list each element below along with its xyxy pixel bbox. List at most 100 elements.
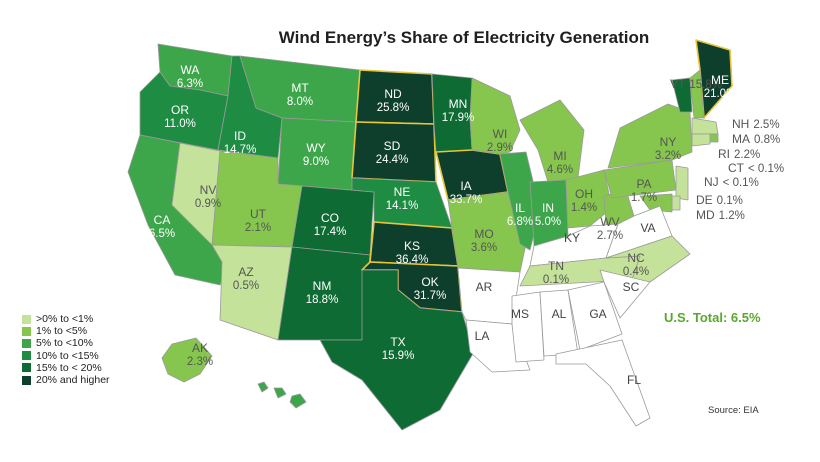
- state-code: TN: [548, 259, 564, 273]
- state-label-pa: PA 1.7%: [631, 177, 657, 204]
- state-label-ks: KS 36.4%: [396, 239, 429, 266]
- state-code: CT: [728, 161, 745, 175]
- state-label-wy: WY 9.0%: [303, 141, 329, 168]
- state-ct: [691, 133, 711, 147]
- state-code: VA: [640, 221, 655, 235]
- state-code: WA: [181, 63, 200, 77]
- state-code: ME: [711, 73, 729, 87]
- state-value: 17.4%: [314, 226, 347, 238]
- state-value: 33.7%: [450, 194, 483, 206]
- legend: >0% to <1% 1% to <5% 5% to <10% 10% to <15%…: [22, 313, 110, 386]
- state-value: 0.8%: [754, 134, 780, 146]
- state-value: 1.4%: [571, 202, 597, 214]
- state-ny: [607, 103, 693, 169]
- state-value: < 0.1%: [748, 163, 784, 175]
- legend-label: 5% to <10%: [36, 337, 93, 350]
- state-value: 24.4%: [376, 154, 409, 166]
- state-nj: [675, 165, 689, 201]
- state-label-oh: OH 1.4%: [571, 187, 597, 214]
- state-value: 0.4%: [623, 266, 649, 278]
- state-label-hi: HI 4.9%: [299, 389, 325, 416]
- state-code: MA: [732, 132, 750, 146]
- state-ga: [567, 281, 623, 351]
- state-de: [671, 195, 681, 211]
- state-label-mi: MI 4.6%: [547, 149, 573, 176]
- state-code: OR: [171, 103, 189, 117]
- state-label-ga: GA: [589, 307, 606, 321]
- state-label-nv: NV 0.9%: [195, 183, 221, 210]
- state-label-id: ID 14.7%: [224, 129, 257, 156]
- state-value: 6.8%: [507, 216, 533, 228]
- state-code: SD: [384, 139, 401, 153]
- state-label-ne: NE 14.1%: [386, 185, 419, 212]
- state-code: CA: [154, 213, 171, 227]
- state-label-il: IL 6.8%: [507, 201, 533, 228]
- state-value: 17.9%: [442, 112, 475, 124]
- state-sc: [599, 269, 651, 319]
- state-code: WY: [306, 141, 325, 155]
- state-code: MS: [511, 307, 529, 321]
- state-code: HI: [306, 389, 318, 403]
- legend-item: 1% to <5%: [22, 325, 110, 337]
- state-code: MI: [553, 149, 566, 163]
- state-value: 11.0%: [164, 118, 196, 130]
- state-label-ar: AR: [476, 280, 493, 294]
- state-label-nc: NC 0.4%: [623, 251, 649, 278]
- state-value: 4.9%: [299, 404, 325, 416]
- state-value: < 0.1%: [723, 177, 759, 189]
- legend-item: 15% to < 20%: [22, 362, 110, 374]
- state-code: MO: [474, 227, 493, 241]
- state-label-ct: CT < 0.1%: [728, 161, 784, 175]
- state-label-sd: SD 24.4%: [376, 139, 409, 166]
- state-fl: [555, 339, 651, 427]
- state-code: WI: [493, 127, 508, 141]
- legend-swatch: [22, 326, 31, 336]
- state-label-nj: NJ < 0.1%: [704, 175, 759, 189]
- legend-swatch: [22, 338, 31, 348]
- map-title: Wind Energy’s Share of Electricity Gener…: [278, 28, 650, 47]
- state-code: NY: [660, 135, 677, 149]
- state-label-ma: MA 0.8%: [732, 132, 780, 146]
- state-code: IA: [460, 179, 471, 193]
- legend-swatch: [22, 363, 31, 373]
- state-code: AZ: [238, 265, 253, 279]
- state-code: GA: [589, 307, 606, 321]
- state-label-or: OR 11.0%: [164, 103, 196, 130]
- legend-label: 1% to <5%: [36, 325, 88, 338]
- state-label-me: ME 21.0%: [704, 73, 737, 100]
- state-code: RI: [718, 147, 730, 161]
- state-value: 18.8%: [306, 294, 339, 306]
- state-value: 2.2%: [734, 149, 760, 161]
- state-ak: [161, 337, 213, 383]
- state-code: SC: [623, 280, 640, 294]
- state-me: [695, 39, 733, 119]
- legend-item: 5% to <10%: [22, 337, 110, 349]
- state-value: 9.0%: [303, 156, 329, 168]
- state-label-ia: IA 33.7%: [450, 179, 483, 206]
- state-ma: [691, 117, 719, 135]
- state-label-ri: RI 2.2%: [718, 147, 760, 161]
- state-ri: [709, 133, 719, 143]
- state-value: 3.2%: [655, 150, 681, 162]
- state-code: KS: [404, 239, 420, 253]
- state-code: NV: [200, 183, 217, 197]
- state-nh: [689, 69, 705, 119]
- state-code: OK: [421, 275, 438, 289]
- state-label-ms: MS: [511, 307, 529, 321]
- us-total-label: U.S. Total: 6.5%: [664, 310, 761, 325]
- state-label-mo: MO 3.6%: [471, 227, 497, 254]
- state-label-ky: KY: [564, 231, 580, 245]
- state-code: OH: [575, 187, 593, 201]
- state-code: NH: [732, 117, 749, 131]
- legend-item: 20% and higher: [22, 374, 110, 386]
- state-code: ND: [384, 87, 402, 101]
- state-label-de: DE 0.1%: [696, 193, 743, 207]
- state-il: [499, 151, 541, 251]
- state-code: MN: [449, 97, 468, 111]
- state-value: 5.0%: [535, 216, 561, 228]
- state-value: 15.8%: [689, 79, 722, 91]
- state-value: 6.5%: [149, 228, 175, 240]
- state-tx: [319, 269, 475, 431]
- state-value: 31.7%: [414, 290, 447, 302]
- state-label-md: MD 1.2%: [696, 208, 745, 222]
